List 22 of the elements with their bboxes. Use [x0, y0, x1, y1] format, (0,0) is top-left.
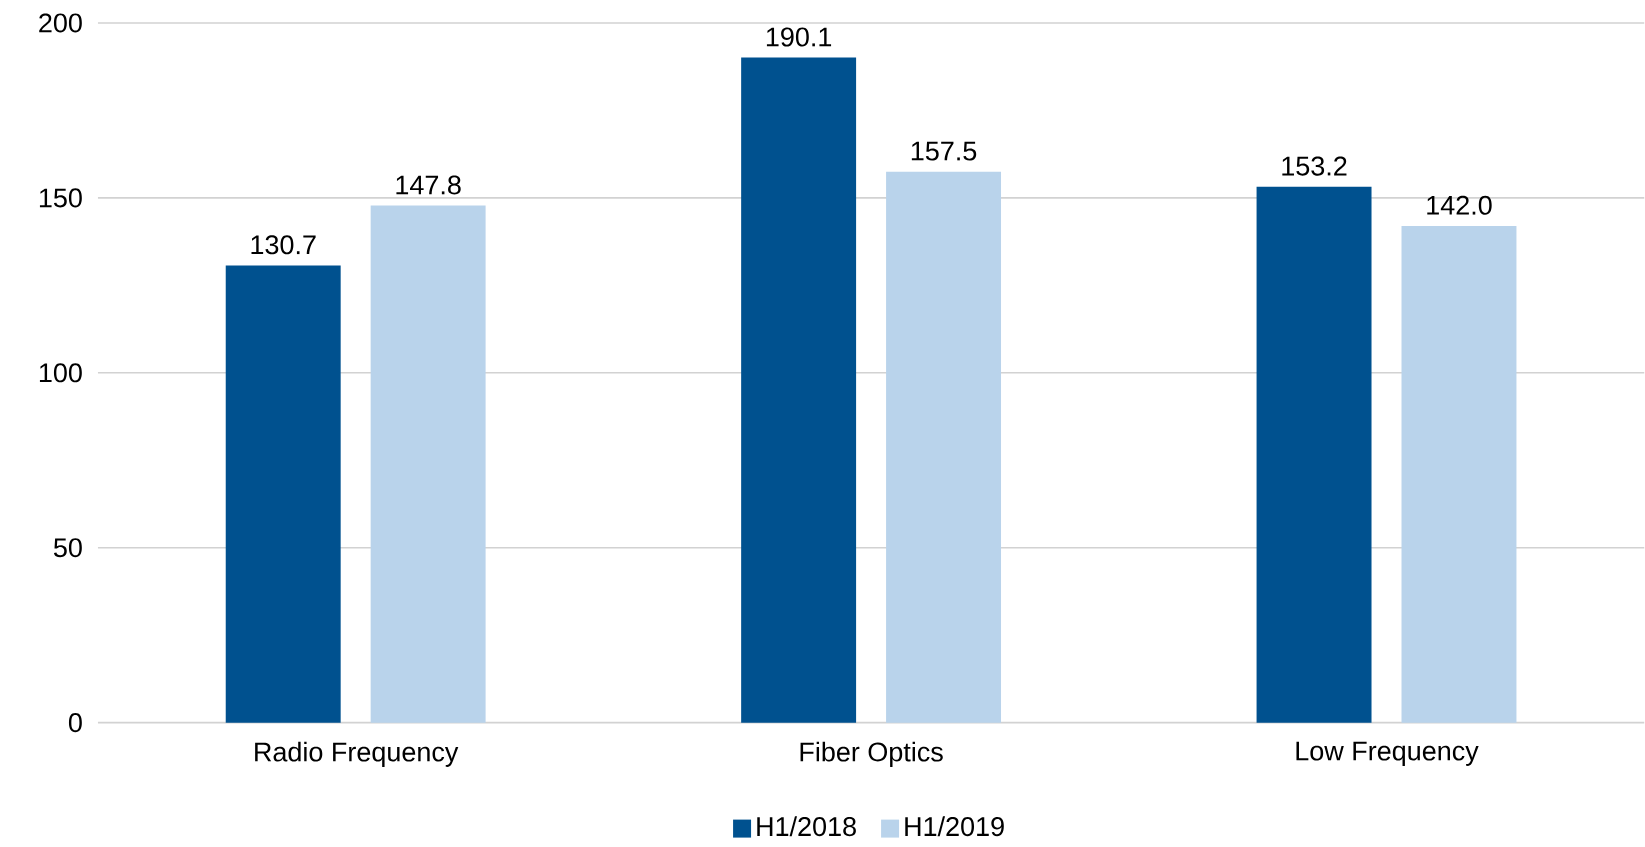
bar: [370, 205, 486, 723]
y-tick-label: 0: [68, 713, 82, 733]
data-label: 157.5: [911, 141, 977, 161]
y-tick-label: 50: [53, 538, 82, 558]
bar: [741, 57, 857, 723]
x-tick-label: Low Frequency: [1296, 741, 1479, 766]
bar: [886, 171, 1002, 723]
legend-label: H1/2019: [905, 816, 1004, 837]
data-label: 130.7: [251, 235, 316, 255]
y-tick-label: 200: [39, 13, 82, 33]
bar: [1401, 225, 1517, 723]
data-label: 142.0: [1427, 195, 1492, 215]
x-tick-label: Fiber Optics: [800, 741, 943, 767]
x-tick-label: Radio Frequency: [255, 741, 459, 767]
y-tick-label: 150: [39, 188, 82, 208]
bar: [1256, 186, 1372, 723]
legend-label: H1/2018: [757, 816, 856, 837]
data-label: 153.2: [1282, 156, 1347, 176]
y-tick-label: 100: [39, 363, 82, 383]
data-label: 190.1: [766, 27, 832, 47]
data-label: 147.8: [396, 175, 461, 195]
bar: [225, 265, 341, 723]
